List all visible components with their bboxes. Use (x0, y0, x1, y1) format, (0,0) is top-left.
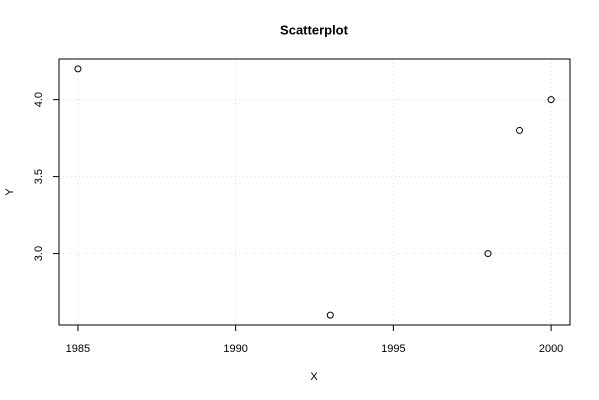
y-tick-label: 3.0 (33, 246, 45, 261)
point (326, 311, 334, 319)
point (547, 96, 555, 104)
x-axis-label: X (310, 371, 318, 383)
y-axis-label: Y (4, 188, 16, 196)
x-tick-label: 1995 (381, 343, 405, 355)
chart-title: Scatterplot (280, 22, 349, 37)
x-tick-label: 1985 (66, 343, 90, 355)
y-tick-label: 4.0 (33, 92, 45, 107)
point (516, 126, 524, 134)
y-tick-label: 3.5 (33, 169, 45, 184)
x-tick-label: 1990 (223, 343, 247, 355)
plot-frame (58, 58, 571, 326)
x-tick-label: 2000 (539, 343, 563, 355)
point (484, 250, 492, 258)
point (74, 65, 82, 73)
